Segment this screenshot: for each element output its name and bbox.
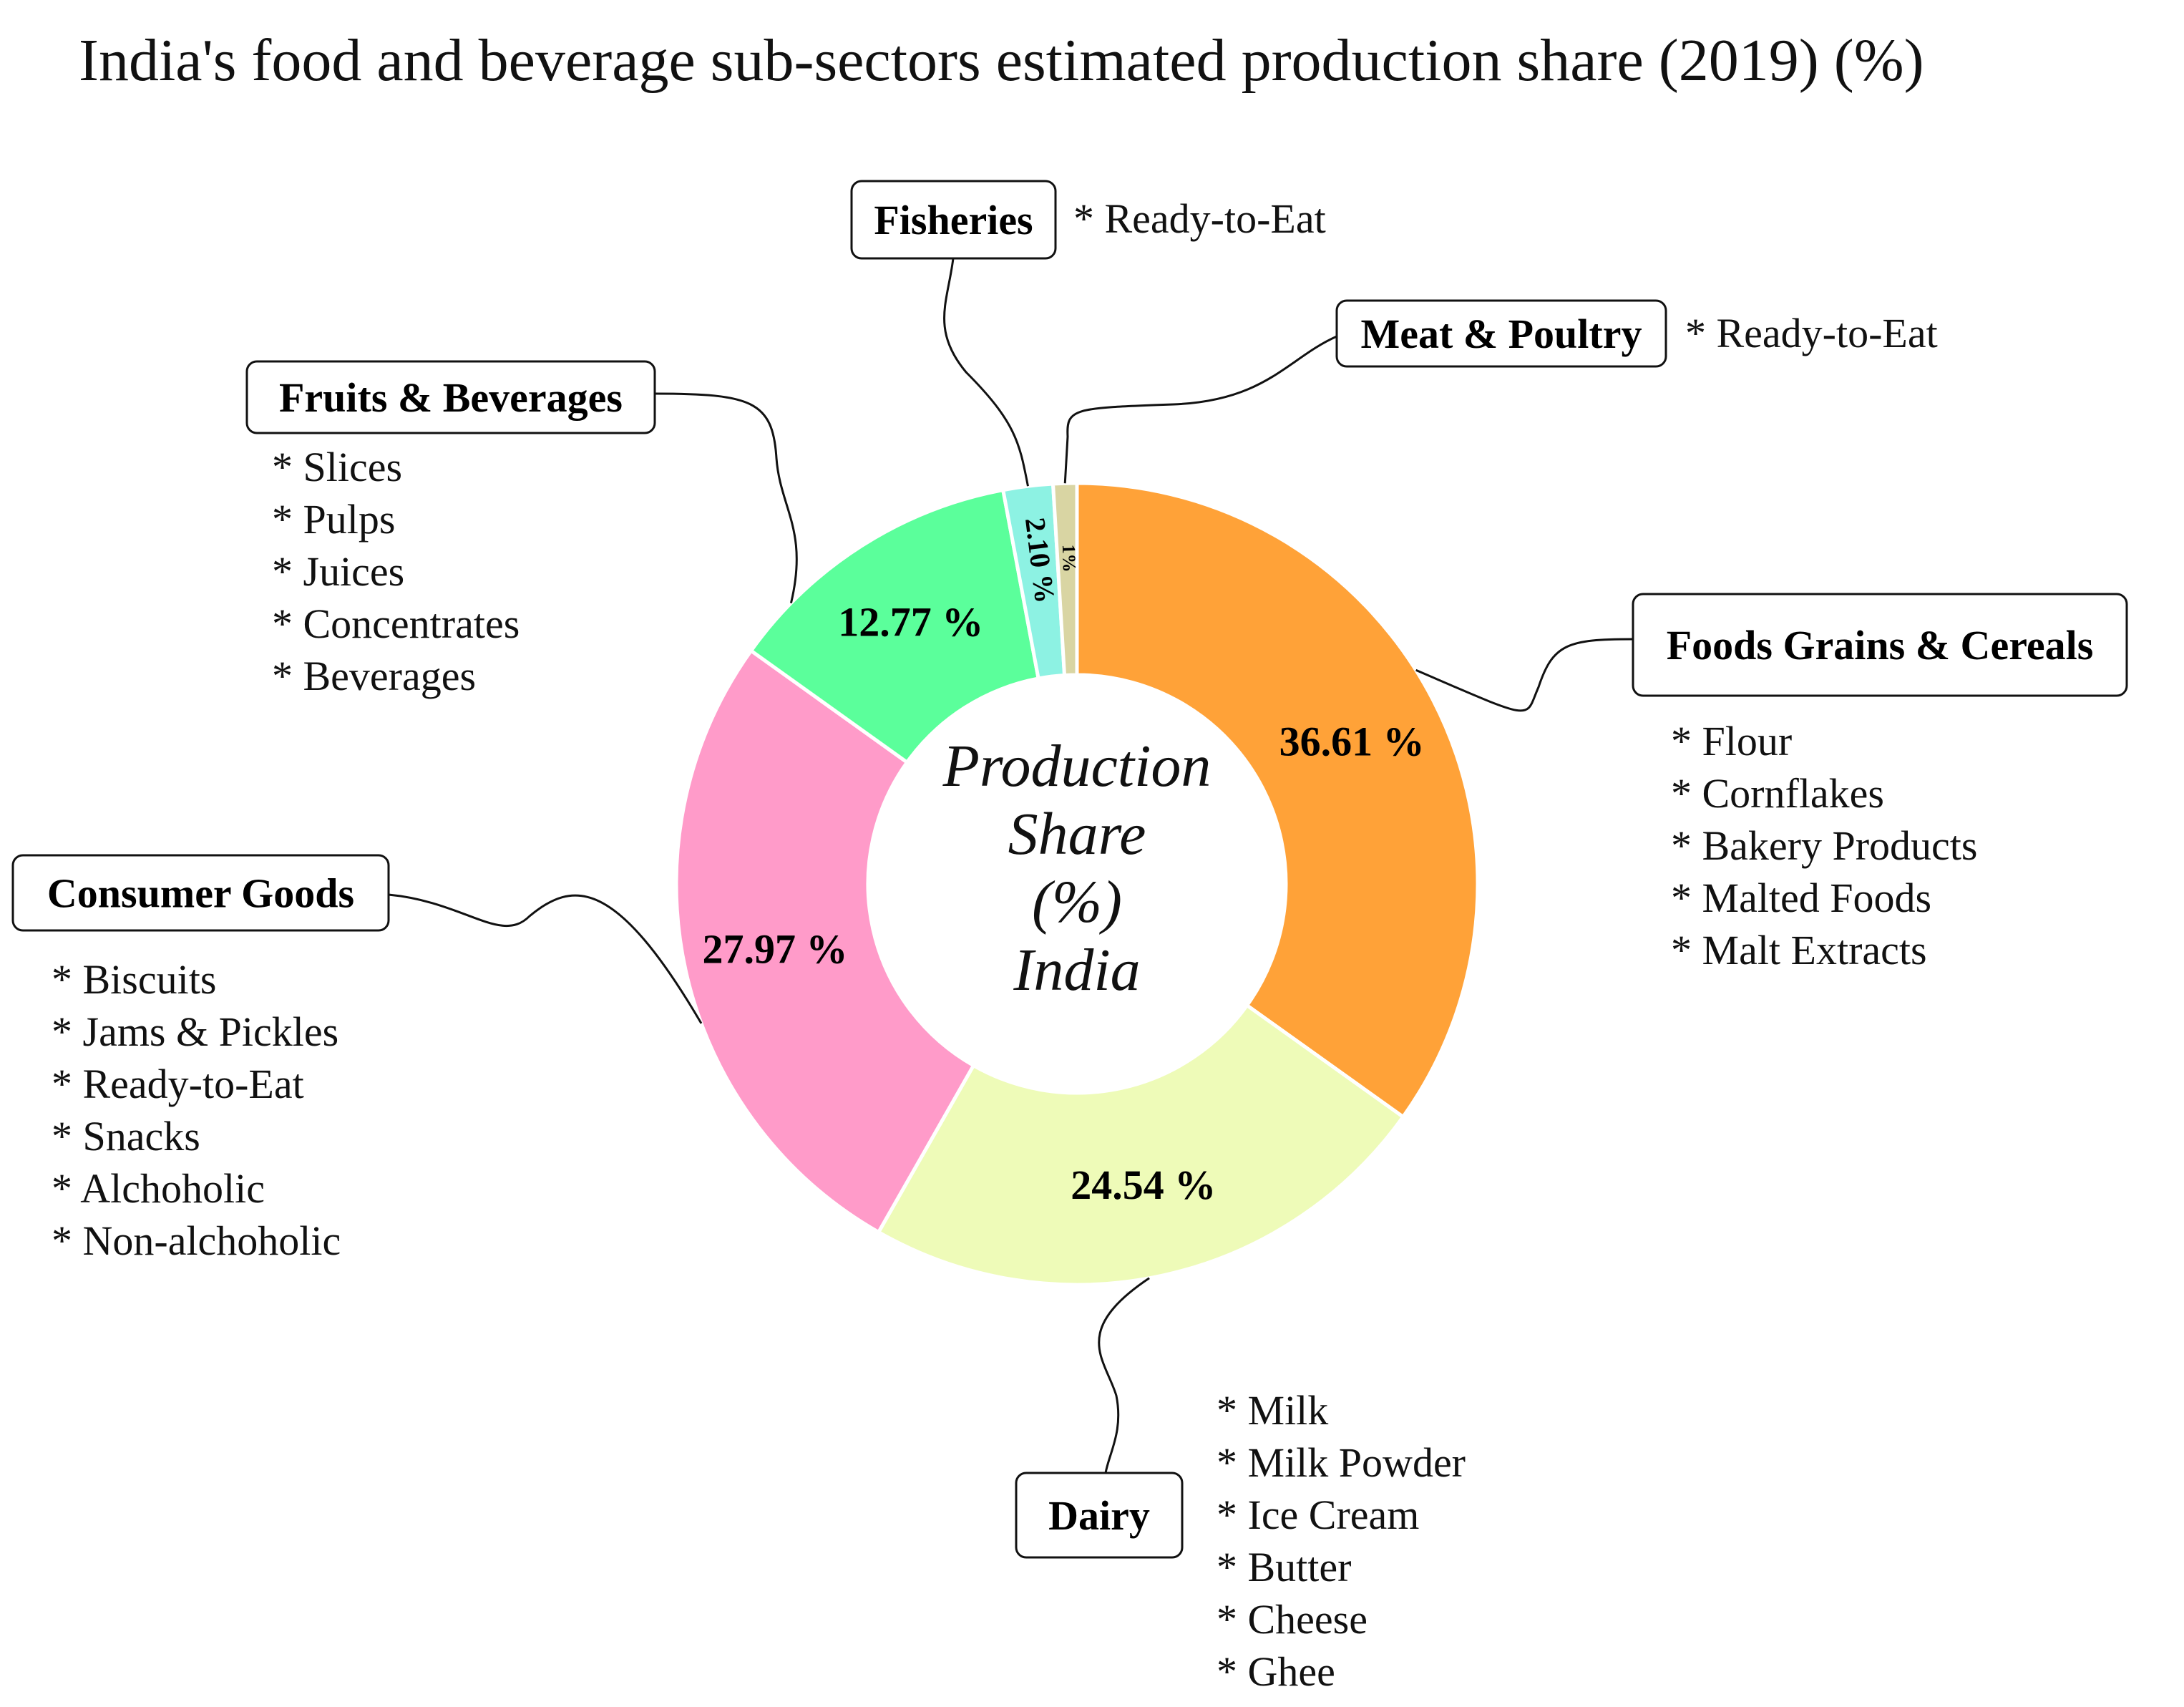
category-name-foods-grains-cereals: Foods Grains & Cereals xyxy=(1667,622,2094,668)
connector-meat-poultry xyxy=(1063,335,1337,484)
category-item: * Slices xyxy=(272,444,402,490)
category-name-fruits-beverages: Fruits & Beverages xyxy=(279,374,623,421)
slice-label-foods-grains-cereals: 36.61 % xyxy=(1279,718,1425,764)
connector-foods-grains-cereals xyxy=(1415,638,1634,712)
category-box-dairy xyxy=(1015,1472,1184,1559)
category-item: * Cheese xyxy=(1217,1596,1368,1643)
category-item: * Non-alchoholic xyxy=(52,1217,341,1264)
category-item: * Juices xyxy=(272,548,404,595)
slice-label-dairy: 24.54 % xyxy=(1071,1162,1216,1208)
slice-label-consumer-goods: 27.97 % xyxy=(703,926,848,973)
chart-title: India's food and beverage sub-sectors es… xyxy=(79,27,1924,94)
category-item: * Concentrates xyxy=(272,600,520,647)
slice-foods-grains-cereals xyxy=(1075,481,1480,1119)
category-item: * Ghee xyxy=(1217,1648,1335,1695)
connector-fruits-beverages xyxy=(654,392,798,604)
center-label-line: India xyxy=(1013,937,1140,1003)
center-label-line: Production xyxy=(942,733,1212,799)
category-item: * Milk xyxy=(1217,1387,1328,1434)
category-item: * Malt Extracts xyxy=(1671,927,1927,973)
connector-consumer-goods xyxy=(388,893,703,1024)
category-name-dairy: Dairy xyxy=(1048,1492,1150,1539)
category-item: * Cornflakes xyxy=(1671,770,1884,817)
slice-fruits-beverages xyxy=(749,487,1041,765)
connector-dairy xyxy=(1098,1277,1150,1474)
connector-fisheries xyxy=(943,258,1029,487)
category-item: * Butter xyxy=(1217,1544,1351,1590)
category-box-meat-poultry xyxy=(1335,299,1667,368)
category-item: * Milk Powder xyxy=(1217,1439,1466,1486)
category-item: * Flour xyxy=(1671,718,1792,764)
category-item: * Ready-to-Eat xyxy=(1685,310,1938,356)
slice-dairy xyxy=(876,1003,1406,1287)
category-box-fruits-beverages xyxy=(245,360,656,434)
category-box-consumer-goods xyxy=(11,854,390,932)
category-item: * Pulps xyxy=(272,496,395,543)
category-box-foods-grains-cereals xyxy=(1632,593,2128,697)
category-item: * Snacks xyxy=(52,1113,200,1159)
slice-label-fruits-beverages: 12.77 % xyxy=(838,599,983,646)
category-name-fisheries: Fisheries xyxy=(874,197,1033,243)
slice-label-meat-poultry: 1% xyxy=(1058,544,1080,573)
category-name-consumer-goods: Consumer Goods xyxy=(47,870,354,917)
category-item: * Ready-to-Eat xyxy=(52,1061,304,1107)
center-label-line: (%) xyxy=(1032,869,1122,935)
slice-consumer-goods xyxy=(674,648,976,1235)
category-item: * Bakery Products xyxy=(1671,822,1978,869)
category-item: * Alchoholic xyxy=(52,1165,265,1212)
category-item: * Biscuits xyxy=(52,956,216,1003)
category-item: * Malted Foods xyxy=(1671,875,1931,921)
center-label-line: Share xyxy=(1008,801,1146,867)
category-item: * Ice Cream xyxy=(1217,1492,1419,1538)
category-item: * Ready-to-Eat xyxy=(1073,195,1326,242)
category-item: * Beverages xyxy=(272,653,476,699)
category-name-meat-poultry: Meat & Poultry xyxy=(1361,311,1642,357)
slice-meat-poultry xyxy=(1050,481,1079,678)
category-box-fisheries xyxy=(850,180,1057,260)
category-item: * Jams & Pickles xyxy=(52,1008,338,1055)
